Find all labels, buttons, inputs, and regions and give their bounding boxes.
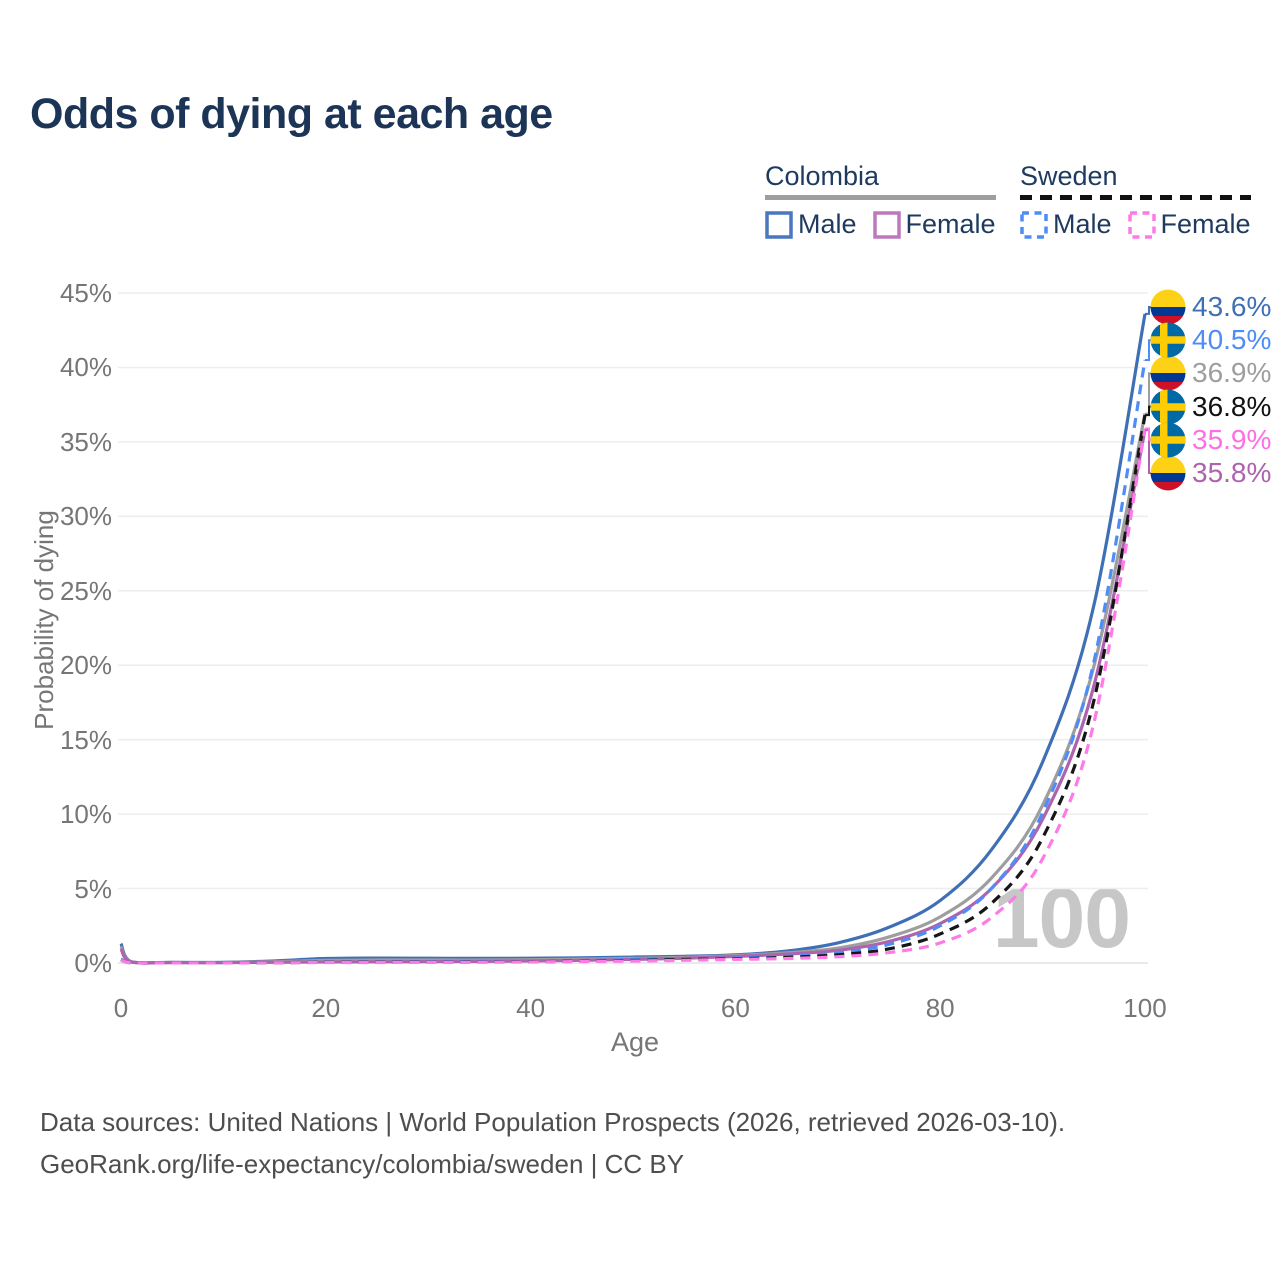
legend-item-sweden-female[interactable]: Female [1127,209,1251,240]
end-label-value: 35.8% [1192,457,1272,488]
end-label-value: 43.6% [1192,291,1272,322]
legend-header-colombia[interactable]: Colombia [765,161,880,191]
end-label-value: 36.8% [1192,390,1272,422]
y-tick-label-0: 0% [74,948,112,978]
series-line-colombia-female[interactable] [119,429,1147,965]
x-tick-label-100: 100 [1123,993,1167,1023]
x-tick-label-40: 40 [516,993,546,1023]
legend-item-label: Male [1053,209,1112,239]
y-tick-label-15: 15% [59,724,112,755]
series-line-sweden-female[interactable] [120,428,1147,965]
end-label-colombia-both: 36.9% [1150,355,1271,391]
legend-group-colombia: Colombia Male Female [765,161,996,240]
end-label-colombia-male: 43.6% [1150,289,1271,325]
sweden-flag-icon [1150,422,1186,458]
series-line-sweden-both[interactable] [120,414,1147,965]
y-tick-label-25: 25% [59,575,112,606]
colombia-male-swatch-icon [765,210,793,239]
legend-item-label: Female [1160,209,1251,239]
y-tick-label-10: 10% [59,799,112,830]
series-line-sweden-male[interactable] [120,359,1147,965]
sweden-flag-icon [1150,322,1186,358]
y-tick-label-20: 20% [59,650,112,681]
legend-item-colombia-male[interactable]: Male [765,209,857,240]
attribution-link-text: GeoRank.org/life-expectancy/colombia/swe… [40,1149,685,1179]
x-tick-label-0: 0 [113,993,129,1023]
y-tick-label-30: 30% [59,501,112,532]
legend-colombia-line-sample [765,195,996,200]
y-tick-label-35: 35% [59,426,112,457]
y-tick-label-40: 40% [59,352,112,383]
hovered-age-watermark: 100 [992,871,1131,965]
end-label-value: 36.9% [1192,357,1272,389]
legend-item-colombia-female[interactable]: Female [872,209,996,240]
sweden-flag-icon [1150,389,1186,425]
colombia-flag-icon [1150,455,1186,491]
legend-item-label: Male [798,209,857,239]
legend-group-sweden: Sweden Male Female [1020,161,1251,240]
series-line-colombia-both[interactable] [119,413,1147,965]
data-sources-text: Data sources: United Nations | World Pop… [40,1107,1066,1137]
end-label-colombia-female: 35.8% [1150,455,1271,491]
end-label-value: 40.5% [1192,324,1272,356]
x-axis-title: Age [610,1027,660,1057]
end-label-sweden-both: 36.8% [1150,389,1271,425]
x-tick-label-20: 20 [311,993,341,1023]
series-line-colombia-male[interactable] [119,313,1147,965]
legend-item-label: Female [905,209,996,239]
end-label-sweden-male: 40.5% [1150,322,1271,358]
y-tick-label-5: 5% [74,873,112,904]
colombia-flag-icon [1150,289,1186,325]
x-tick-label-80: 80 [925,993,955,1023]
page-title: Odds of dying at each age [30,90,553,138]
colombia-flag-icon [1150,355,1186,391]
x-tick-label-60: 60 [720,993,750,1023]
end-label-value: 35.9% [1192,423,1272,455]
colombia-female-swatch-icon [872,210,901,239]
legend-item-sweden-male[interactable]: Male [1020,209,1112,240]
legend-sweden-line-sample [1020,195,1251,200]
y-tick-label-45: 45% [59,278,112,308]
end-label-sweden-female: 35.9% [1150,422,1271,458]
legend-header-sweden[interactable]: Sweden [1020,161,1118,191]
